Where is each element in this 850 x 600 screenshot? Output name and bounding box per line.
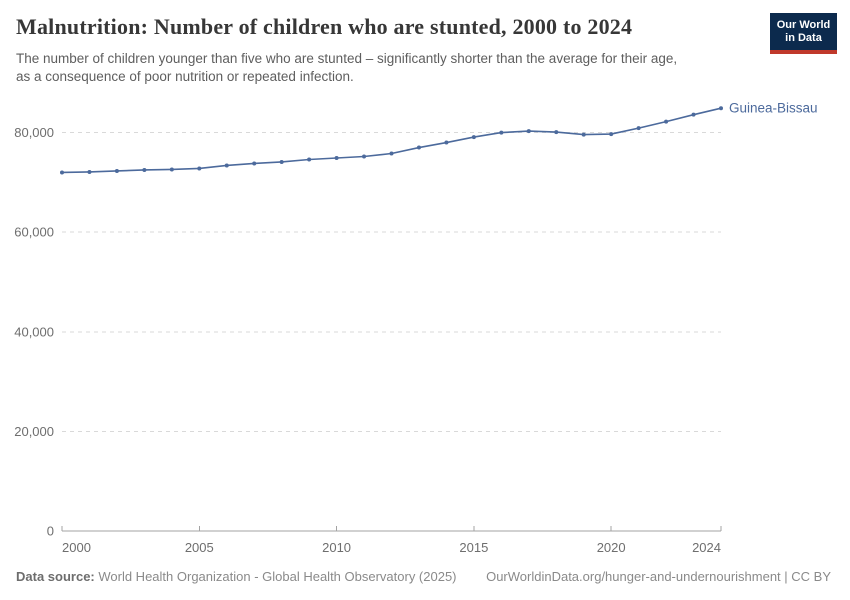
data-point[interactable] (554, 130, 559, 135)
data-point[interactable] (719, 106, 723, 111)
y-axis-tick-label: 80,000 (14, 125, 54, 140)
y-axis-tick-label: 0 (47, 524, 54, 539)
data-point[interactable] (416, 145, 421, 150)
page-title: Malnutrition: Number of children who are… (16, 14, 633, 39)
data-point[interactable] (87, 169, 92, 174)
line-guinea-bissau[interactable] (61, 107, 722, 174)
data-source-value: World Health Organization - Global Healt… (94, 569, 457, 584)
y-axis-tick-label: 20,000 (14, 424, 54, 439)
data-point[interactable] (664, 119, 669, 124)
chart-footer: Data source: World Health Organization -… (16, 569, 831, 584)
owid-logo[interactable]: Our World in Data (770, 13, 837, 54)
data-point[interactable] (526, 129, 531, 134)
data-point[interactable] (471, 135, 476, 140)
data-point[interactable] (224, 163, 229, 168)
y-axis-tick-label: 60,000 (14, 225, 54, 240)
x-axis-tick-label: 2024 (692, 540, 721, 555)
data-point[interactable] (636, 126, 641, 131)
y-axis-tick-label: 40,000 (14, 324, 54, 339)
data-point[interactable] (197, 166, 202, 171)
data-source: Data source: World Health Organization -… (16, 569, 457, 584)
chart-subtitle: The number of children younger than five… (16, 51, 678, 84)
data-source-label: Data source: (16, 569, 95, 584)
data-point[interactable] (142, 167, 147, 172)
owid-logo-line2: in Data (785, 31, 822, 44)
data-point[interactable] (60, 170, 64, 175)
data-point[interactable] (169, 167, 174, 172)
data-point[interactable] (691, 112, 696, 117)
data-point[interactable] (444, 140, 449, 145)
x-axis-tick-label: 2000 (62, 540, 91, 555)
data-point[interactable] (609, 132, 614, 137)
data-point[interactable] (334, 155, 339, 160)
x-axis-tick-label: 2020 (597, 540, 626, 555)
data-point[interactable] (307, 157, 312, 162)
data-point[interactable] (581, 132, 586, 137)
data-point[interactable] (279, 159, 284, 164)
x-axis-tick-label: 2005 (185, 540, 214, 555)
data-point[interactable] (499, 130, 504, 135)
x-axis-tick-label: 2015 (459, 540, 488, 555)
owid-logo-line1: Our World (776, 18, 831, 31)
data-point[interactable] (114, 168, 119, 173)
entity-label-guinea-bissau[interactable]: Guinea-Bissau (729, 101, 818, 116)
data-point[interactable] (252, 161, 257, 166)
data-point[interactable] (389, 151, 394, 156)
attribution-link[interactable]: OurWorldinData.org/hunger-and-undernouri… (486, 569, 831, 584)
data-point[interactable] (362, 154, 367, 159)
x-axis-tick-label: 2010 (322, 540, 351, 555)
